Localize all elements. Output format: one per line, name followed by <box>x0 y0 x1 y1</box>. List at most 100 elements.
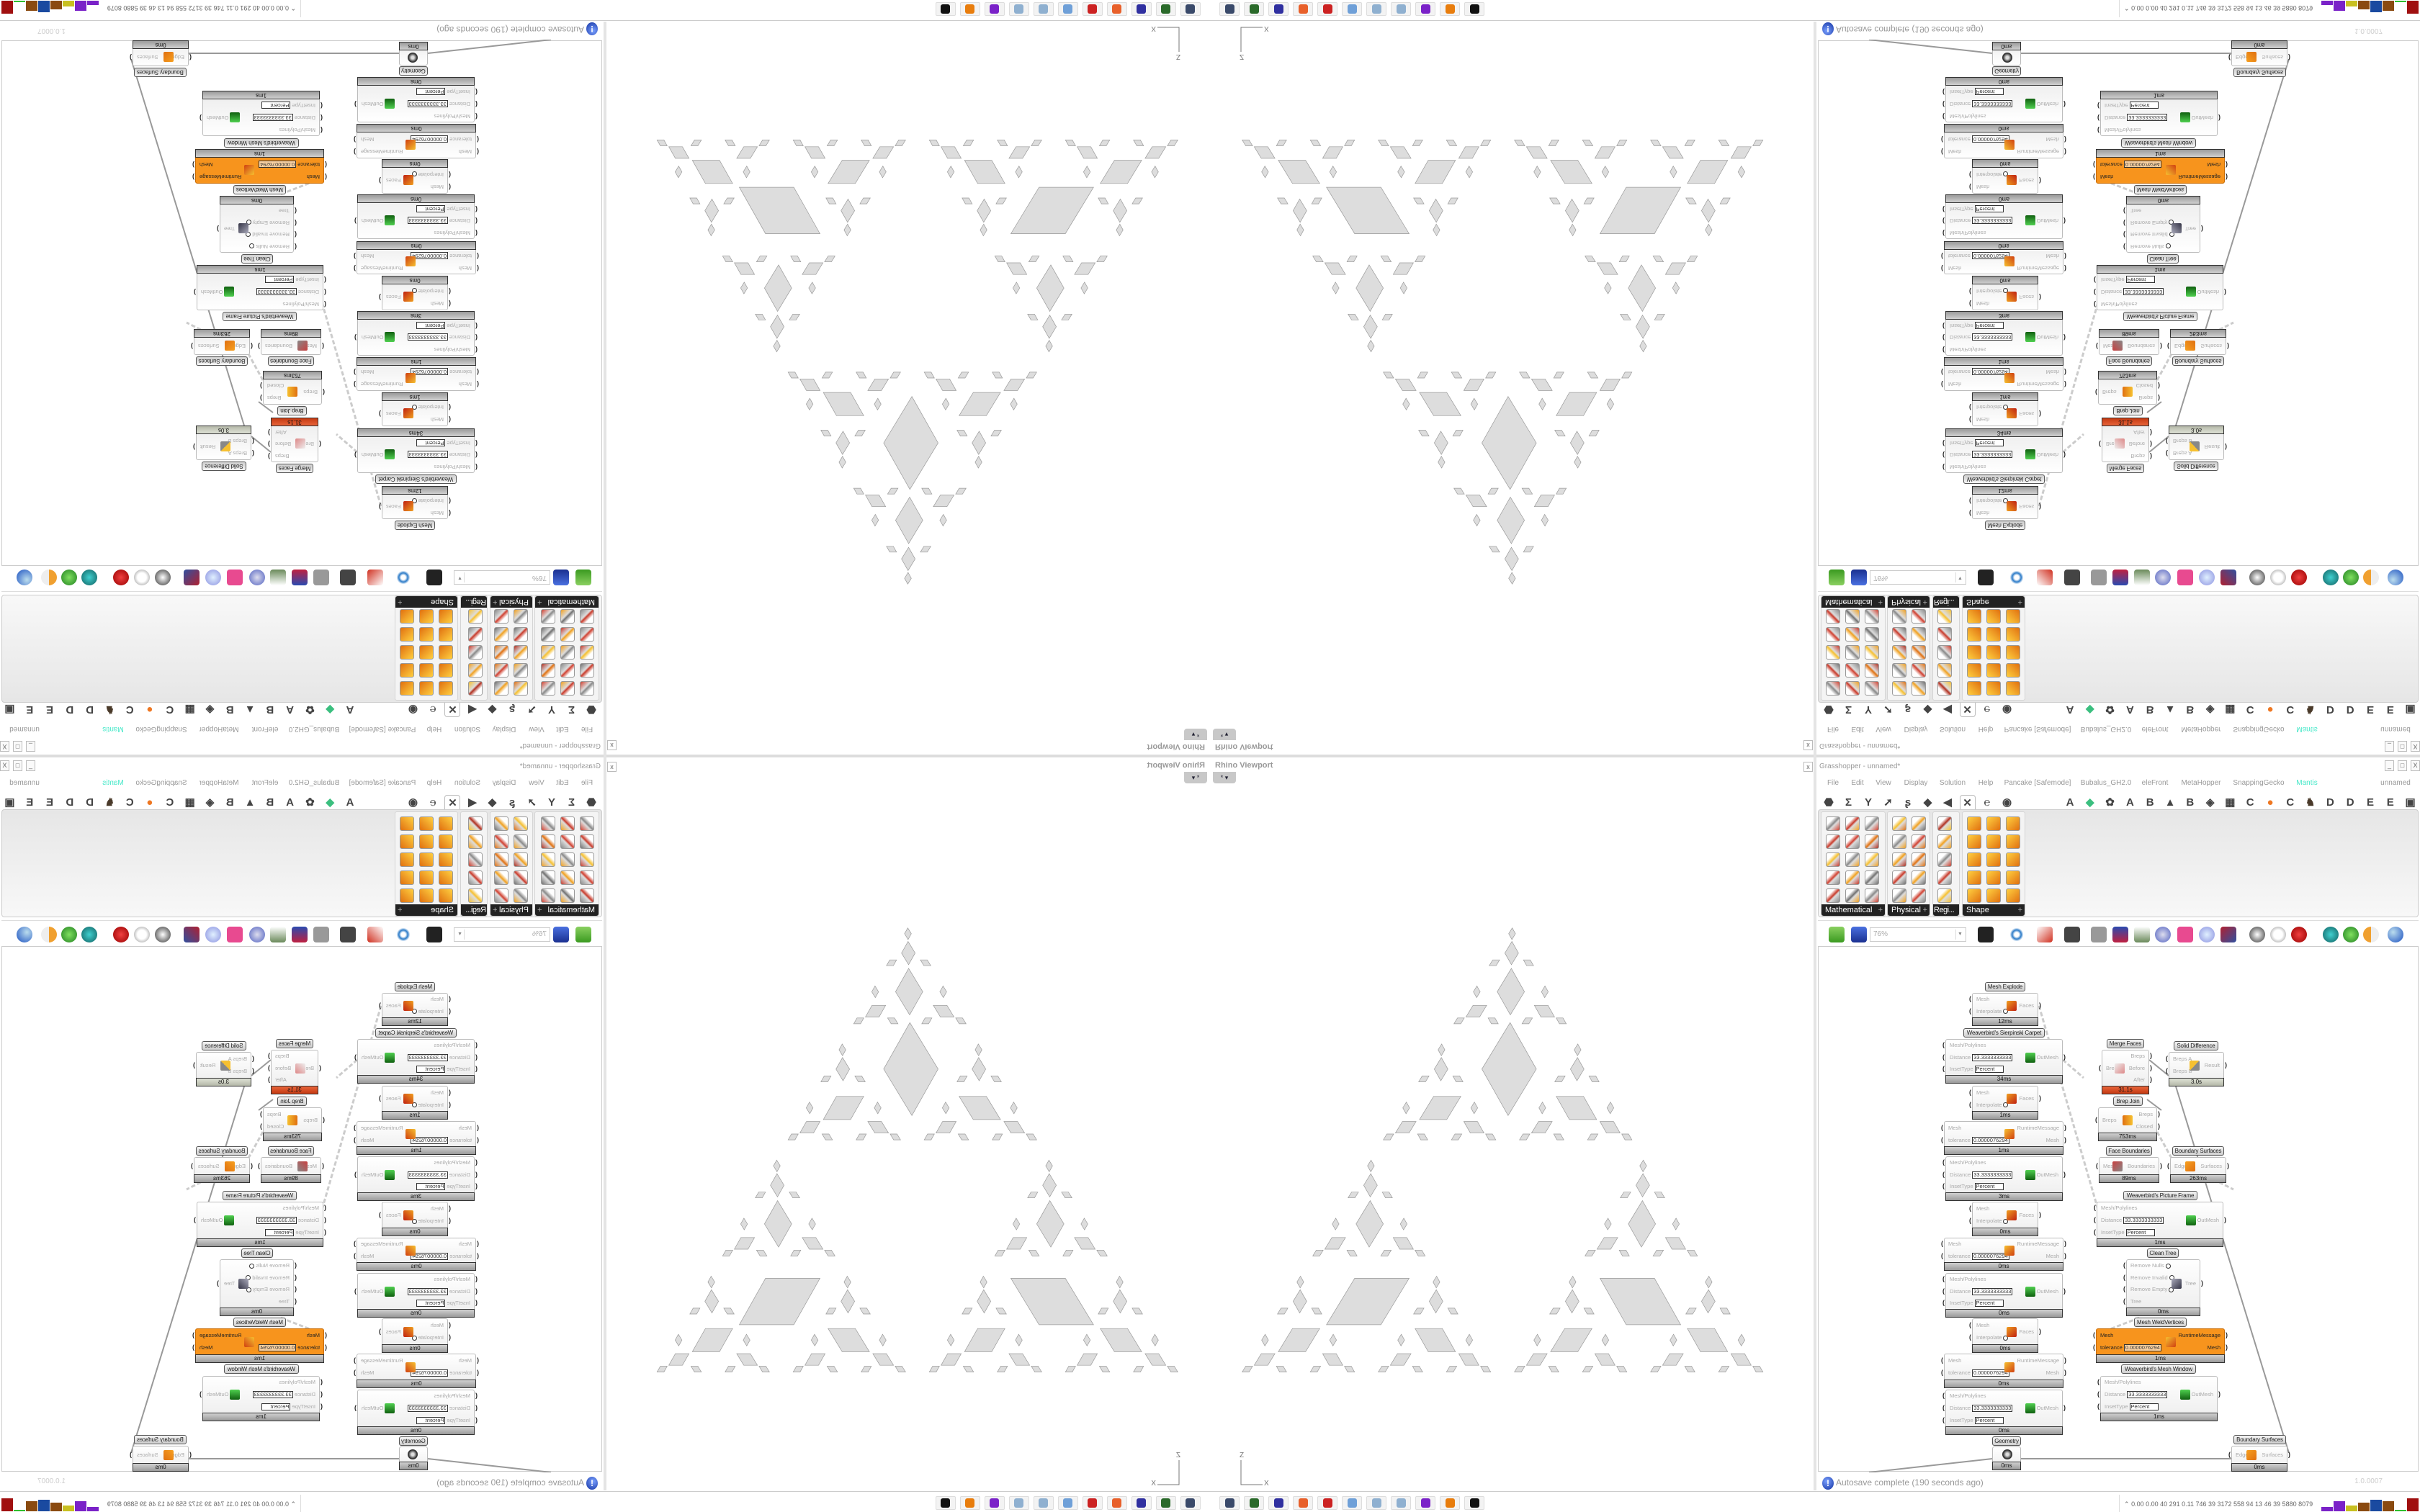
taskbar-paint-button[interactable] <box>1034 1496 1054 1510</box>
taskbar-floppy-64-button[interactable] <box>1268 2 1289 16</box>
intersect-icon[interactable]: ✕ <box>444 701 461 717</box>
zoom-extents-icon[interactable] <box>426 570 442 585</box>
node-clean-tree[interactable]: Remove Nulls(Remove Invalid(Remove Empty… <box>2123 196 2203 253</box>
output-port-icon[interactable]: ) <box>2150 1063 2152 1071</box>
output-param[interactable]: RuntimeMessage <box>361 264 403 271</box>
component-icon[interactable] <box>1967 645 1981 660</box>
maths-icon[interactable]: Σ <box>1845 796 1852 809</box>
plugin-b-icon[interactable]: B <box>2146 703 2154 716</box>
surface-icon[interactable]: ◆ <box>1923 796 1932 809</box>
output-port-icon[interactable]: ) <box>2158 395 2160 402</box>
component-icon[interactable] <box>1892 870 1906 885</box>
input-port-icon[interactable]: ( <box>321 126 323 134</box>
menu-help[interactable]: Help <box>426 779 442 787</box>
output-param[interactable]: OutMesh <box>201 1217 223 1223</box>
menu-pancake-safemode-[interactable]: Pancake [Safemode] <box>349 725 416 733</box>
output-port-icon[interactable]: ) <box>2160 1161 2162 1169</box>
taskbar-firefox-button[interactable] <box>1293 2 1313 16</box>
param-value-field[interactable]: 33.3333333333 <box>2127 1391 2168 1398</box>
plugin-flower-icon[interactable]: ✿ <box>305 703 315 716</box>
output-port-icon[interactable]: ) <box>2063 1404 2066 1411</box>
input-port-icon[interactable]: ( <box>1942 1287 1945 1295</box>
grasshopper-canvas[interactable]: Mesh Explode Mesh(Interpolate(Faces) 12ms W… <box>1 946 602 1472</box>
toggle-circle-icon[interactable] <box>2165 243 2171 249</box>
component-icon[interactable] <box>419 663 434 678</box>
input-param[interactable]: Mesh <box>1948 1125 1961 1131</box>
output-param[interactable]: RuntimeMessage <box>2017 1356 2059 1364</box>
maths-icon[interactable]: Σ <box>568 703 575 716</box>
node-merge-faces[interactable]: Brep(Breps) Before) After) 31.1s <box>268 1050 321 1094</box>
panel-divider[interactable] <box>1814 756 1816 1490</box>
expand-plus-icon[interactable]: + <box>398 598 403 606</box>
toggle-circle-icon[interactable] <box>2003 1009 2009 1014</box>
component-icon[interactable] <box>580 609 594 624</box>
expand-arrow-icon[interactable]: ⌃ <box>2124 4 2130 12</box>
param-value-field[interactable]: 33.3333333333 <box>1972 333 2013 341</box>
input-port-icon[interactable]: ( <box>475 323 478 330</box>
input-param[interactable]: InsetTypePercent <box>416 1182 470 1190</box>
input-port-icon[interactable]: ( <box>321 114 323 122</box>
param-value-field[interactable]: 0.0000076294 <box>1971 1136 2009 1144</box>
vector-icon[interactable]: ➚ <box>527 796 537 809</box>
input-param[interactable]: Remove Invalid <box>2130 1274 2174 1281</box>
component-icon[interactable] <box>1967 681 1981 696</box>
output-port-icon[interactable]: ) <box>268 452 270 460</box>
close-panel-button[interactable]: x <box>607 740 617 750</box>
output-port-icon[interactable]: ) <box>130 1450 132 1458</box>
menu-help[interactable]: Help <box>426 725 442 733</box>
component-icon[interactable] <box>494 816 508 831</box>
param-value-field[interactable]: 33.3333333333 <box>1972 217 2013 225</box>
output-param[interactable]: RuntimeMessage <box>361 1124 403 1131</box>
input-port-icon[interactable]: ( <box>1942 346 1945 354</box>
param-value-field[interactable]: Percent <box>265 276 295 284</box>
component-icon[interactable] <box>1912 870 1926 885</box>
taskbar-floppy-64-button[interactable] <box>1131 2 1152 16</box>
component-icon[interactable] <box>1865 681 1879 696</box>
component-icon[interactable] <box>560 627 575 642</box>
plugin-flower-icon[interactable]: ✿ <box>2105 796 2115 809</box>
expand-plus-icon[interactable]: + <box>537 906 542 914</box>
plugin-box-icon[interactable]: ▣ <box>2405 796 2416 809</box>
plugin-b-icon[interactable]: B <box>2146 796 2154 809</box>
input-port-icon[interactable]: ( <box>321 1390 323 1398</box>
input-port-icon[interactable]: ( <box>475 229 478 237</box>
input-param[interactable]: Mesh/Polylines <box>434 464 470 470</box>
output-param[interactable]: Mesh <box>361 1369 375 1377</box>
input-port-icon[interactable]: ( <box>1941 1356 1943 1364</box>
taskbar-calculator-button[interactable] <box>1342 2 1362 16</box>
param-value-field[interactable]: 33.3333333333 <box>1972 451 2013 459</box>
plugin-b-icon[interactable]: B <box>266 703 274 716</box>
input-param[interactable]: Mesh/Polylines <box>1950 1159 1986 1166</box>
node-component[interactable]: Mesh/Polylines(Distance33.3333333333(Ins… <box>354 1156 478 1201</box>
sphere-icon[interactable] <box>17 927 32 942</box>
mesh-icon[interactable]: ◀ <box>468 796 477 809</box>
plugin-e-icon[interactable]: E <box>46 796 54 809</box>
vector-icon[interactable]: ➚ <box>1883 796 1893 809</box>
cluster-icon[interactable] <box>2064 927 2080 942</box>
output-port-icon[interactable]: ) <box>2063 1287 2066 1295</box>
component-icon[interactable] <box>400 834 414 849</box>
param-value-field[interactable]: 0.0000076294 <box>1971 1252 2009 1260</box>
output-param[interactable]: RuntimeMessage <box>2178 174 2220 181</box>
input-port-icon[interactable]: ( <box>1969 498 1971 505</box>
input-param[interactable]: Tree <box>279 1298 290 1305</box>
input-port-icon[interactable]: ( <box>1942 1064 1945 1072</box>
param-value-field[interactable]: Percent <box>1974 1416 2004 1424</box>
component-icon[interactable] <box>1986 834 2001 849</box>
input-port-icon[interactable]: ( <box>1942 1298 1945 1306</box>
palette-group-label[interactable]: Shape + <box>1963 904 2025 916</box>
component-icon[interactable] <box>2006 609 2020 624</box>
output-port-icon[interactable]: ) <box>194 289 196 296</box>
component-icon[interactable] <box>439 888 453 903</box>
input-port-icon[interactable]: ( <box>295 1273 297 1281</box>
component-icon[interactable] <box>468 681 483 696</box>
input-port-icon[interactable]: ( <box>2097 114 2099 122</box>
taskbar-monitor-settings-button[interactable] <box>1180 1496 1201 1510</box>
expand-plus-icon[interactable]: + <box>493 906 498 914</box>
expand-arrow-icon[interactable]: ⌃ <box>290 1500 296 1508</box>
rhino-viewport[interactable]: Rhino Viewport * ▾ Z X <box>606 756 1210 1490</box>
input-port-icon[interactable]: ( <box>449 184 451 192</box>
minimize-button[interactable]: _ <box>2385 760 2394 771</box>
input-port-icon[interactable]: ( <box>1942 1182 1945 1189</box>
